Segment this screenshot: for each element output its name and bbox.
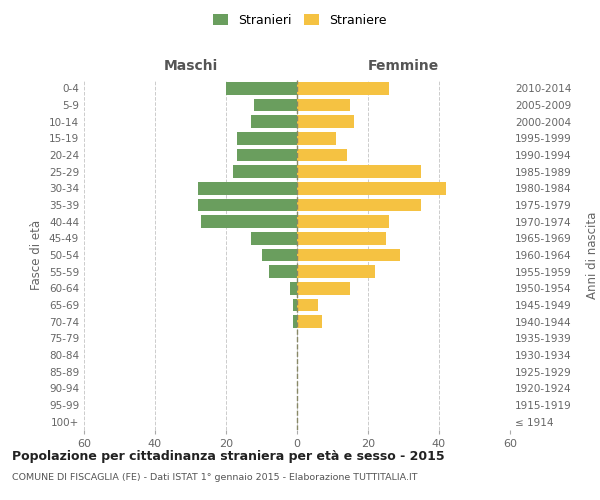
Bar (262, 248, 297, 261)
Bar (201, 216, 297, 228)
Bar (197, 182, 297, 194)
Bar (297, 99, 350, 112)
Bar (297, 282, 350, 294)
Y-axis label: Fasce di età: Fasce di età (31, 220, 43, 290)
Bar (297, 82, 389, 94)
Bar (236, 149, 297, 162)
Text: COMUNE DI FISCAGLIA (FE) - Dati ISTAT 1° gennaio 2015 - Elaborazione TUTTITALIA.: COMUNE DI FISCAGLIA (FE) - Dati ISTAT 1°… (12, 472, 418, 482)
Bar (297, 298, 319, 311)
Bar (297, 132, 336, 144)
Bar (297, 248, 400, 261)
Bar (297, 149, 347, 162)
Bar (297, 232, 386, 244)
Text: Popolazione per cittadinanza straniera per età e sesso - 2015: Popolazione per cittadinanza straniera p… (12, 450, 445, 463)
Bar (226, 82, 297, 94)
Text: Femmine: Femmine (368, 59, 439, 73)
Bar (290, 282, 297, 294)
Bar (293, 298, 297, 311)
Bar (297, 182, 446, 194)
Legend: Stranieri, Straniere: Stranieri, Straniere (208, 8, 392, 32)
Bar (297, 199, 421, 211)
Y-axis label: Anni di nascita: Anni di nascita (586, 212, 599, 298)
Bar (254, 99, 297, 112)
Bar (233, 166, 297, 178)
Bar (297, 116, 354, 128)
Bar (251, 232, 297, 244)
Bar (297, 166, 421, 178)
Bar (297, 216, 389, 228)
Bar (297, 316, 322, 328)
Bar (236, 132, 297, 144)
Bar (293, 316, 297, 328)
Bar (197, 199, 297, 211)
Bar (251, 116, 297, 128)
Bar (297, 266, 375, 278)
Bar (269, 266, 297, 278)
Text: Maschi: Maschi (163, 59, 218, 73)
